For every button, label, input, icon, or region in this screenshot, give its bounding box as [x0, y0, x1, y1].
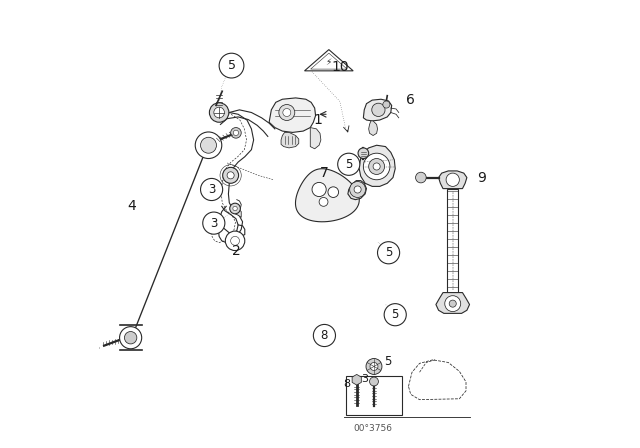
Polygon shape — [305, 50, 353, 71]
Circle shape — [200, 178, 223, 201]
Text: 1: 1 — [314, 113, 322, 127]
Circle shape — [373, 163, 380, 170]
Circle shape — [364, 153, 390, 180]
Circle shape — [319, 198, 328, 206]
Circle shape — [369, 377, 378, 386]
Polygon shape — [296, 169, 359, 222]
Circle shape — [445, 296, 461, 312]
Text: 7: 7 — [320, 166, 329, 180]
Text: 3: 3 — [208, 183, 215, 196]
Circle shape — [369, 159, 385, 174]
Polygon shape — [281, 133, 299, 148]
Text: 5: 5 — [385, 355, 392, 368]
Polygon shape — [364, 99, 392, 121]
Text: 10: 10 — [331, 60, 349, 74]
Text: 3: 3 — [210, 217, 218, 230]
Circle shape — [203, 212, 225, 234]
Bar — [447, 189, 458, 293]
Circle shape — [370, 362, 378, 370]
Text: 5: 5 — [385, 246, 392, 259]
Text: 8: 8 — [344, 379, 351, 389]
Polygon shape — [408, 360, 466, 400]
Text: 9: 9 — [477, 171, 486, 185]
Polygon shape — [235, 208, 241, 217]
Circle shape — [384, 304, 406, 326]
Polygon shape — [438, 171, 467, 189]
Polygon shape — [310, 53, 347, 69]
Circle shape — [124, 332, 137, 344]
Circle shape — [200, 137, 216, 153]
Circle shape — [314, 324, 335, 347]
Text: 2: 2 — [232, 244, 240, 258]
Polygon shape — [359, 145, 396, 186]
Circle shape — [223, 168, 239, 183]
Circle shape — [195, 132, 222, 159]
Text: 5: 5 — [345, 158, 353, 171]
Circle shape — [219, 53, 244, 78]
Circle shape — [358, 148, 369, 159]
Circle shape — [338, 153, 360, 175]
Circle shape — [378, 242, 399, 264]
Circle shape — [312, 182, 326, 197]
Polygon shape — [348, 181, 367, 200]
Circle shape — [225, 231, 244, 250]
Circle shape — [233, 206, 237, 211]
Text: 5: 5 — [392, 308, 399, 321]
Polygon shape — [310, 128, 321, 149]
Circle shape — [415, 172, 426, 183]
Circle shape — [120, 327, 141, 349]
Polygon shape — [436, 293, 470, 313]
Circle shape — [366, 358, 382, 375]
Circle shape — [230, 237, 239, 245]
Text: 8: 8 — [321, 329, 328, 342]
Text: 5: 5 — [227, 59, 236, 72]
Circle shape — [214, 107, 225, 118]
Circle shape — [349, 181, 365, 198]
Text: 4: 4 — [127, 199, 136, 213]
Circle shape — [449, 300, 456, 307]
Text: 6: 6 — [406, 93, 415, 107]
Circle shape — [328, 187, 339, 198]
Text: 00°3756: 00°3756 — [353, 424, 392, 433]
Circle shape — [354, 186, 361, 193]
Circle shape — [446, 173, 460, 186]
Circle shape — [230, 128, 241, 138]
Circle shape — [230, 203, 241, 214]
Polygon shape — [269, 98, 316, 133]
Circle shape — [383, 101, 390, 108]
Circle shape — [372, 103, 385, 116]
Circle shape — [279, 104, 295, 121]
Bar — [346, 376, 403, 415]
Circle shape — [227, 172, 234, 179]
Text: 3: 3 — [362, 374, 369, 384]
Circle shape — [283, 108, 291, 116]
Circle shape — [234, 130, 239, 135]
Text: ⚡: ⚡ — [326, 58, 332, 68]
Polygon shape — [352, 375, 362, 385]
Polygon shape — [369, 121, 378, 135]
Circle shape — [209, 103, 229, 122]
